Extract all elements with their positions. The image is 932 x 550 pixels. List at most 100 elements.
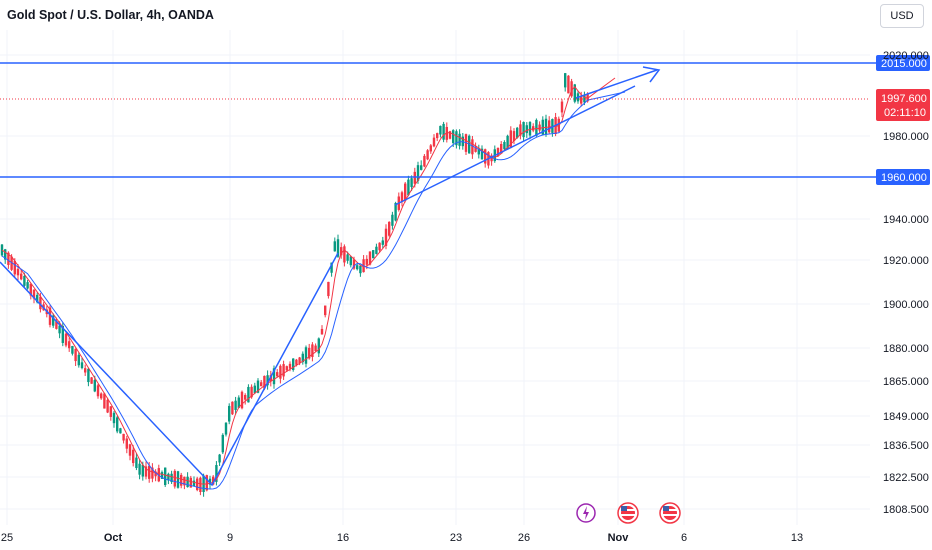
price-axis: 2020.000 1980.000 1940.000 1920.000 1900.000…	[883, 50, 929, 516]
candle-body	[410, 178, 413, 188]
price-tick-label: 2020.000	[883, 50, 929, 62]
candle-body	[237, 397, 240, 408]
currency-button[interactable]: USD	[880, 4, 924, 28]
candle-body	[173, 470, 176, 487]
candle-body	[583, 94, 586, 103]
candle-body	[327, 281, 330, 297]
candle-body	[340, 247, 343, 256]
candle-body	[26, 282, 29, 289]
candle-body	[148, 465, 151, 479]
candle-body	[263, 375, 266, 389]
candle-body	[244, 394, 247, 400]
trend-lines	[0, 66, 661, 487]
candle-body	[279, 365, 282, 379]
lightning-glyph	[583, 506, 589, 520]
candle-body	[432, 137, 436, 147]
candle-body	[208, 478, 212, 485]
candle-body	[512, 131, 516, 141]
candle-body	[135, 457, 138, 469]
candle-body	[285, 366, 288, 371]
candle-body	[394, 202, 397, 221]
candle-body	[253, 385, 256, 394]
candle-body	[420, 165, 423, 170]
flag-stripe	[621, 514, 635, 516]
candle-body	[448, 131, 452, 139]
candle-body	[176, 471, 180, 488]
candle-body	[368, 251, 372, 265]
candle-body	[58, 325, 61, 334]
slow-ma-line	[1, 91, 626, 490]
candle-body	[16, 268, 20, 276]
candle-body	[500, 144, 503, 154]
candle-body	[343, 246, 346, 263]
candle-body	[103, 393, 106, 409]
candle-body	[474, 146, 477, 152]
price-tick-label: 1940.000	[883, 214, 929, 226]
candle-body	[61, 325, 64, 343]
candle-body	[74, 348, 77, 362]
candle-body	[164, 467, 167, 486]
candle-body	[84, 368, 87, 373]
price-tick-label: 1980.000	[883, 131, 929, 143]
us-flag-icon[interactable]	[659, 502, 681, 524]
candle-body	[199, 477, 202, 492]
candle-body	[436, 133, 439, 139]
candle-body	[375, 246, 378, 254]
candle-body	[551, 119, 554, 133]
candle-body	[330, 262, 333, 273]
candle-body	[317, 338, 320, 354]
candle-body	[215, 465, 218, 482]
candle-body	[132, 449, 135, 464]
candle-body	[234, 400, 237, 410]
us-flag-icon[interactable]	[617, 502, 639, 524]
candle-body	[119, 428, 122, 434]
candle-body	[90, 377, 93, 384]
candle-body	[359, 265, 362, 274]
candle-body	[116, 417, 119, 432]
candle-body	[276, 372, 279, 377]
candle-body	[122, 433, 125, 441]
candle-body	[426, 150, 429, 160]
candle-body	[93, 379, 96, 392]
time-tick-label: Nov	[608, 532, 630, 544]
candle-body	[32, 289, 36, 299]
candle-body	[29, 283, 32, 296]
horizontal-lines: 2015.000 1960.000 1997.600 02:11:10	[0, 55, 930, 185]
candle-body	[564, 73, 567, 88]
candle-body	[212, 476, 215, 485]
event-markers	[576, 502, 681, 524]
candle-body	[458, 133, 461, 146]
candle-body	[356, 265, 359, 270]
candle-body	[36, 294, 39, 303]
projection-arrow-head	[642, 66, 661, 83]
time-tick-label: 13	[791, 532, 803, 544]
candle-body	[548, 120, 551, 133]
candle-body	[516, 127, 519, 138]
candle-body	[13, 260, 16, 275]
candle-body	[490, 155, 493, 162]
candle-body	[535, 119, 538, 136]
candle-body	[528, 122, 532, 136]
time-tick-label: 9	[227, 532, 233, 544]
rising-trend-line	[394, 85, 636, 206]
candle-body	[183, 476, 186, 486]
candle-body	[250, 386, 253, 398]
candle-body	[477, 148, 480, 155]
candle-body	[55, 321, 58, 329]
candle-body	[109, 406, 112, 417]
candle-body	[442, 123, 445, 140]
candle-body	[423, 155, 426, 167]
time-tick-label: 23	[450, 532, 462, 544]
candle-body	[480, 148, 484, 160]
candle-body	[218, 454, 221, 463]
lightning-icon[interactable]	[576, 503, 596, 523]
candle-body	[170, 473, 173, 483]
candle-body	[224, 422, 228, 435]
candle-body	[240, 391, 244, 409]
candle-body	[452, 130, 455, 144]
candle-body	[52, 315, 55, 326]
candle-body	[538, 124, 541, 131]
candle-body	[189, 477, 192, 488]
candle-body	[39, 296, 42, 310]
